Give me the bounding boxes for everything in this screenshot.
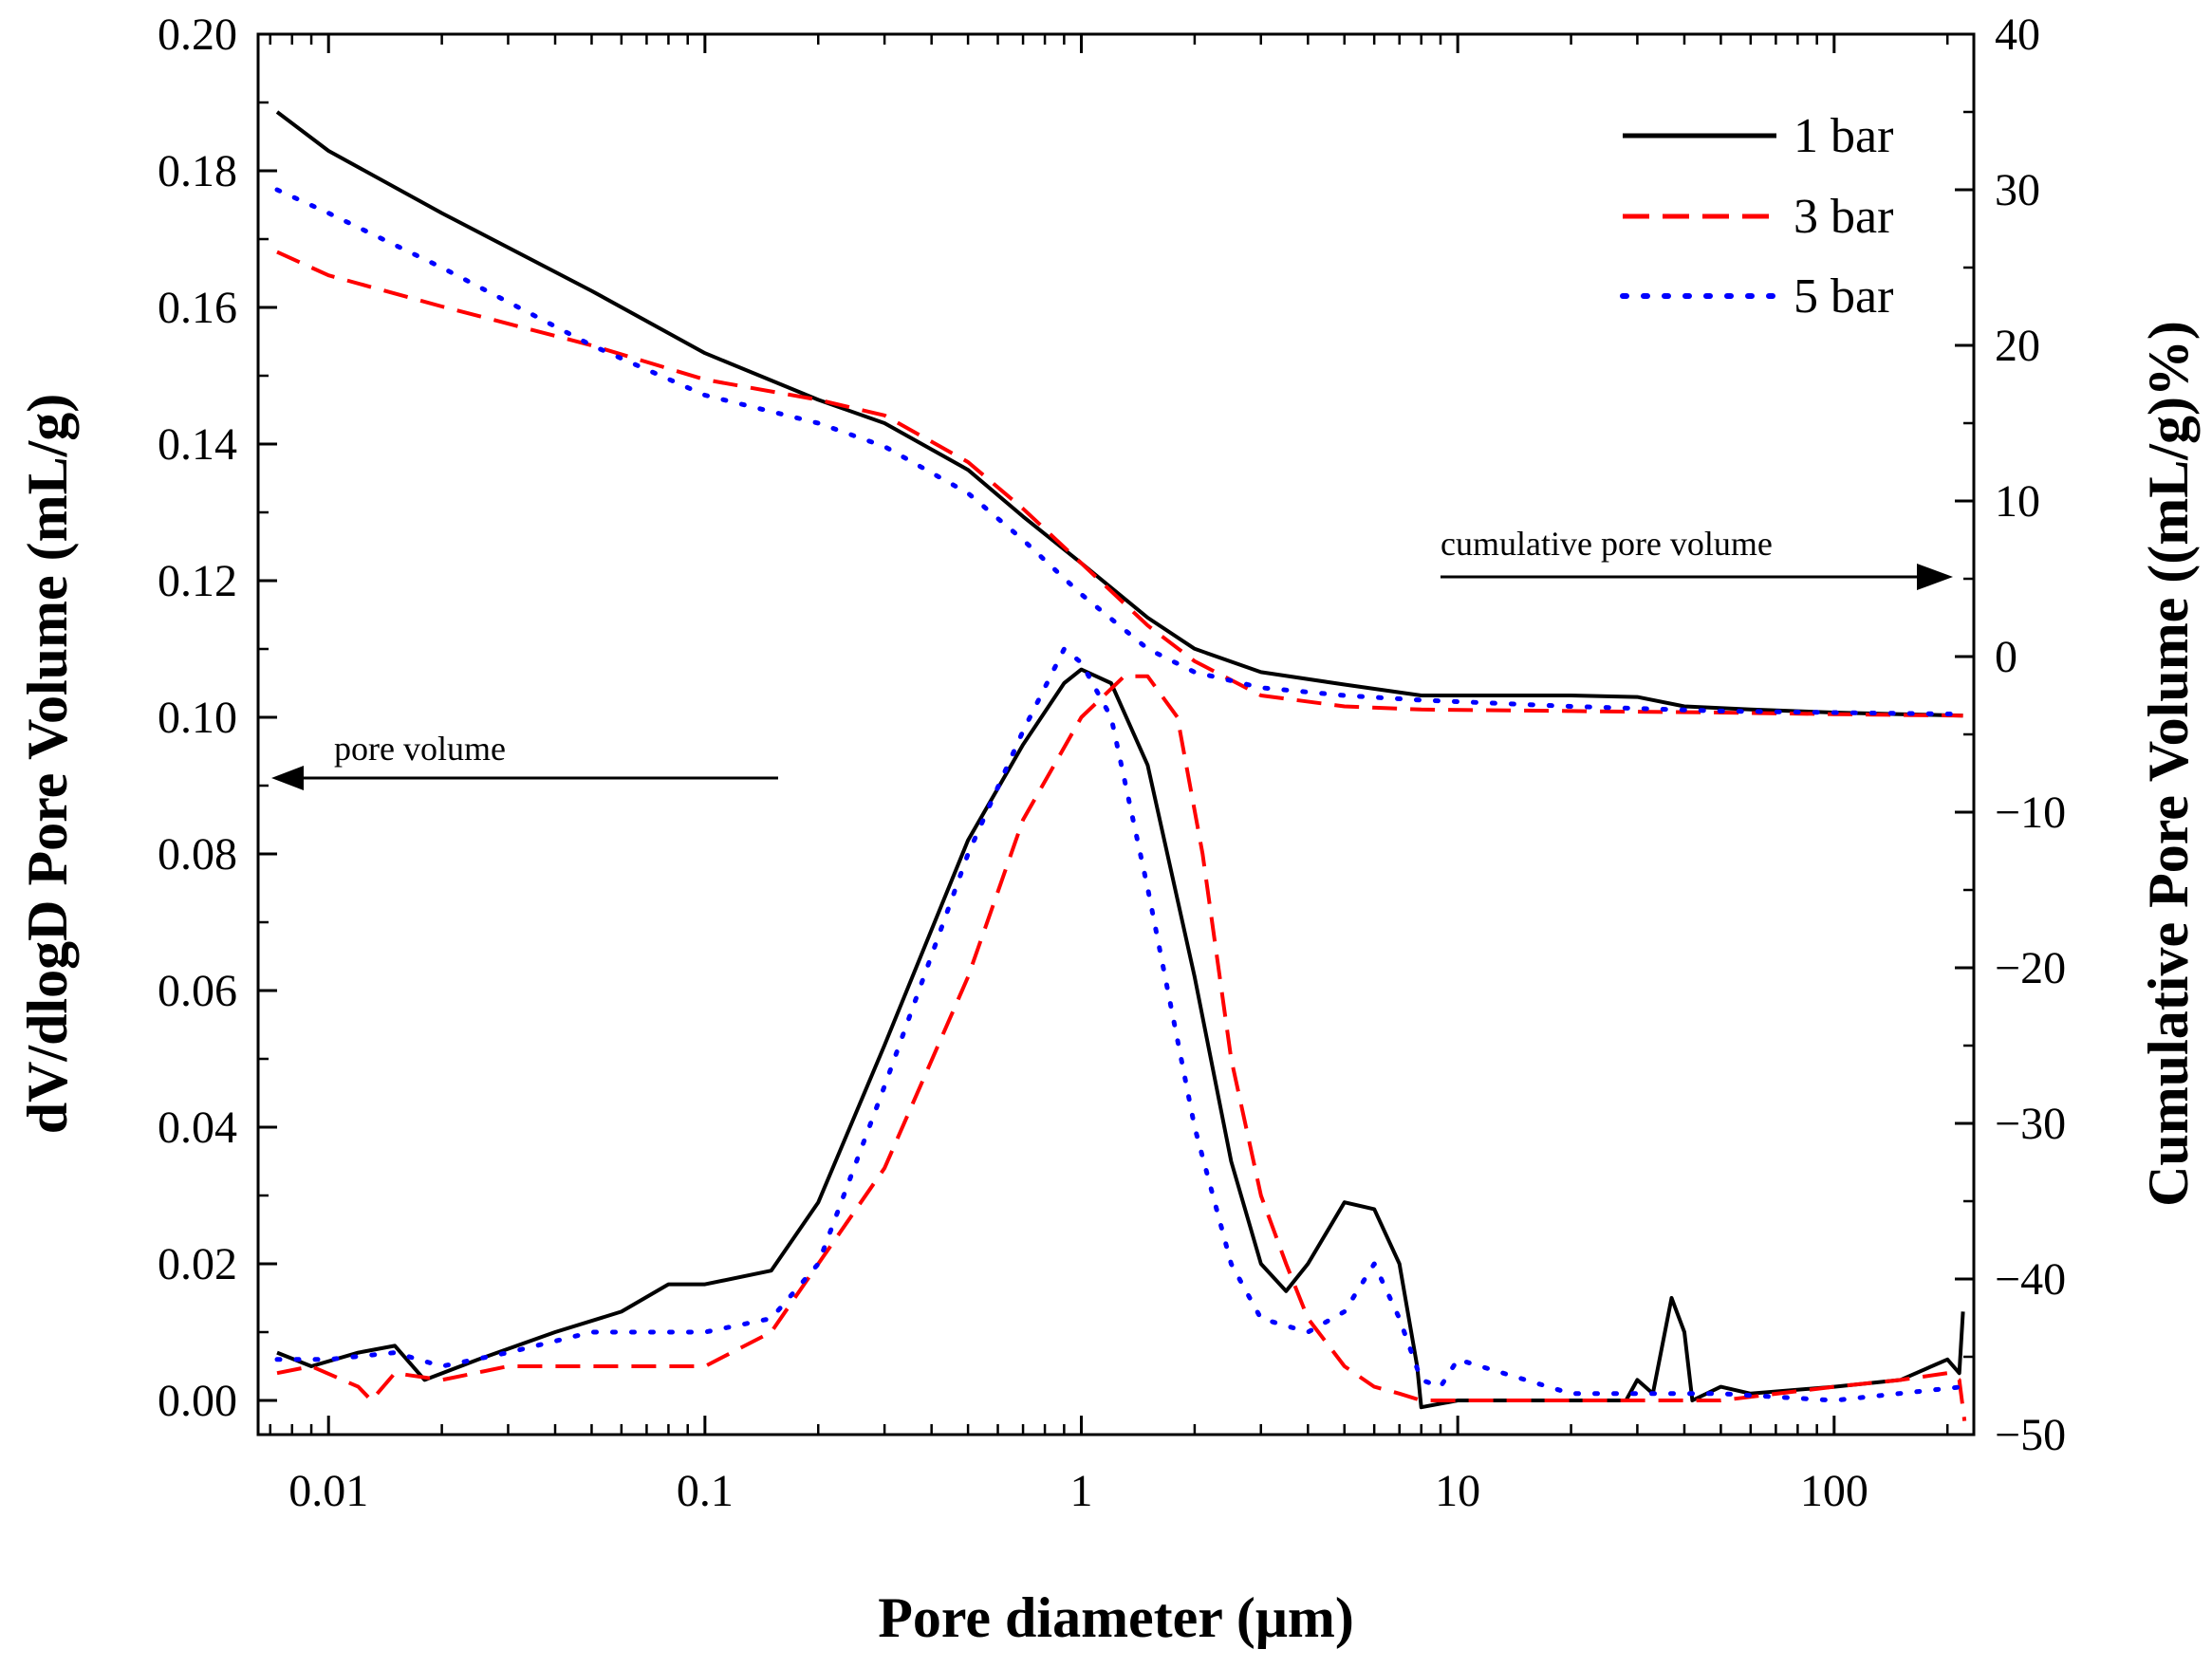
y-left-tick-label: 0.02 xyxy=(158,1239,237,1289)
y-right-tick-label: 10 xyxy=(1995,476,2040,527)
y-right-tick-label: −40 xyxy=(1995,1254,2066,1305)
y-right-tick-label: 20 xyxy=(1995,321,2040,371)
y-left-tick-label: 0.00 xyxy=(158,1376,237,1426)
y-axis-left-title: dV/dlogD Pore Volume (mL/g) xyxy=(16,394,79,1135)
x-tick-label: 10 xyxy=(1435,1466,1480,1516)
y-left-tick-label: 0.12 xyxy=(158,556,237,606)
series-distribution-1bar xyxy=(276,667,1965,1410)
series-cumulative-5bar xyxy=(274,187,1966,717)
plot-frame xyxy=(256,32,1976,1436)
y-left-tick-label: 0.10 xyxy=(158,693,237,743)
x-tick-label: 0.1 xyxy=(677,1466,734,1516)
series-cumulative-3bar xyxy=(276,250,1963,718)
series-cumulative-1bar xyxy=(275,110,1963,718)
legend: 1 bar 3 bar 5 bar xyxy=(1620,109,1893,324)
cumulative-annotation: cumulative pore volume xyxy=(1441,525,1953,590)
pore-volume-arrowhead xyxy=(271,766,304,790)
series-distribution-3bar xyxy=(276,674,1967,1421)
y-axis-right-title: Cumulative Pore Volume ((mL/g)%) xyxy=(2137,321,2200,1207)
y-left-tick-label: 0.18 xyxy=(158,146,237,196)
series-distribution-5bar xyxy=(274,646,1966,1403)
y-right-tick-label: −20 xyxy=(1995,943,2066,993)
series-layer xyxy=(274,110,1967,1421)
y-left-tick-label: 0.06 xyxy=(158,966,237,1016)
y-left-tick-label: 0.14 xyxy=(158,419,237,470)
cumulative-label: cumulative pore volume xyxy=(1441,525,1773,563)
x-tick-label: 0.01 xyxy=(288,1466,368,1516)
y-left-tick-label: 0.16 xyxy=(158,283,237,333)
legend-label-5bar: 5 bar xyxy=(1794,269,1893,324)
y-right-tick-label: −50 xyxy=(1995,1410,2066,1460)
y-right-tick-label: −30 xyxy=(1995,1099,2066,1149)
y-right-tick-label: 30 xyxy=(1995,165,2040,215)
cumulative-arrowhead xyxy=(1917,564,1953,590)
y-left-tick-label: 0.08 xyxy=(158,829,237,880)
legend-label-3bar: 3 bar xyxy=(1794,190,1893,244)
pore-volume-annotation: pore volume xyxy=(271,730,778,790)
x-axis-title: Pore diameter (μm) xyxy=(878,1586,1354,1649)
y-left-tick-label: 0.20 xyxy=(158,9,237,60)
pore-volume-label: pore volume xyxy=(334,730,506,768)
y-left-tick-label: 0.04 xyxy=(158,1103,237,1153)
x-tick-label: 100 xyxy=(1800,1466,1868,1516)
y-right-tick-label: 0 xyxy=(1995,632,2017,682)
x-tick-label: 1 xyxy=(1070,1466,1093,1516)
axes-layer: 0.01 0.1 1 10 1000.000.020.040.060.080.100.1… xyxy=(158,9,2066,1516)
y-right-tick-label: 40 xyxy=(1995,9,2040,60)
y-right-tick-label: −10 xyxy=(1995,788,2066,838)
legend-label-1bar: 1 bar xyxy=(1794,109,1893,163)
